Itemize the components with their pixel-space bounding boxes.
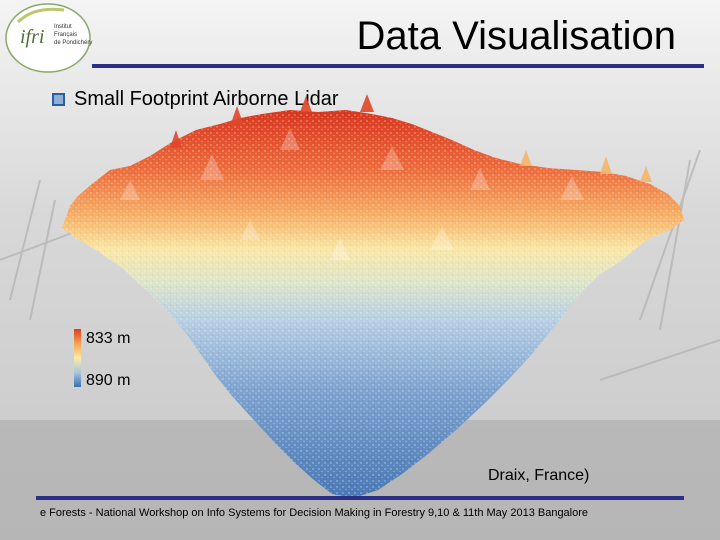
location-caption: Draix, France) xyxy=(488,467,590,484)
logo-line-2: Français xyxy=(54,32,78,38)
bullet-item: Small Footprint Airborne Lidar xyxy=(52,88,339,111)
logo-emblem-icon xyxy=(5,3,91,73)
footer-text: e Forests - National Workshop on Info Sy… xyxy=(40,507,589,519)
elevation-legend-bar xyxy=(74,329,81,387)
logo-line-3: de Pondichéry xyxy=(54,40,93,46)
bullet-square-icon xyxy=(52,93,65,106)
legend-bottom-label: 890 m xyxy=(86,372,131,389)
legend-top-label: 833 m xyxy=(86,330,131,347)
institute-logo: ifri Institut Français de Pondichéry xyxy=(4,2,94,74)
logo-line-1: Institut xyxy=(54,24,72,30)
logo-text: ifri xyxy=(20,26,45,48)
title-divider xyxy=(92,64,704,68)
slide-title: Data Visualisation xyxy=(356,14,676,58)
bullet-text: Small Footprint Airborne Lidar xyxy=(74,88,339,110)
footer-divider xyxy=(36,496,684,500)
